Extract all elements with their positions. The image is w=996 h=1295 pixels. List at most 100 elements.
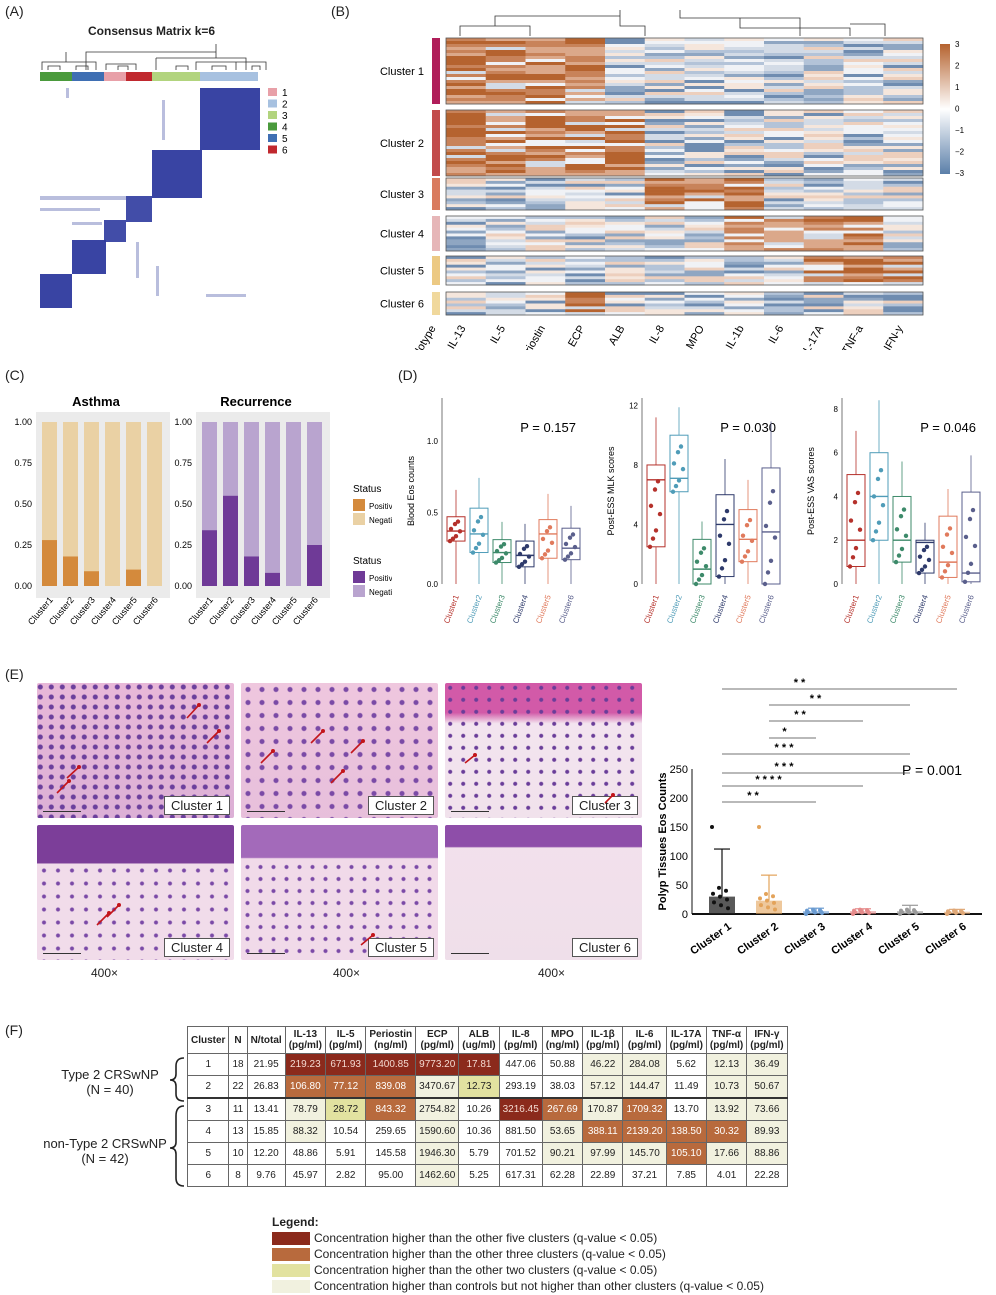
table-cell: 843.32 (365, 1097, 417, 1121)
heat-cell (446, 101, 487, 105)
heat-cell (764, 312, 805, 316)
p-value: P = 0.030 (720, 420, 776, 435)
heat-cell (525, 180, 566, 185)
heat-cell (605, 71, 646, 75)
heat-cell (446, 267, 487, 271)
heat-cell (803, 140, 844, 144)
heat-cell (764, 140, 805, 144)
heat-cell (764, 77, 805, 81)
box-2 (469, 477, 489, 584)
heat-cell (843, 80, 884, 84)
histology-image-cluster-6: Cluster 6 (445, 825, 642, 960)
heat-cell (684, 140, 725, 144)
scale-bar (451, 808, 489, 812)
heat-cell (485, 256, 526, 260)
heat-cell (644, 92, 685, 96)
data-point (470, 550, 476, 555)
heat-cell (485, 167, 526, 171)
heat-cell (684, 71, 725, 75)
heat-cell (843, 77, 884, 81)
column-label: IL-1b (724, 324, 747, 351)
legend-swatch-4 (268, 122, 277, 131)
heat-cell (644, 110, 685, 114)
heat-cell (605, 146, 646, 150)
heat-cell (803, 189, 844, 193)
heat-cell (446, 297, 487, 301)
data-point (703, 563, 709, 569)
table-cell: 38.03 (541, 1075, 584, 1099)
table-cell: 10.54 (325, 1120, 367, 1143)
heat-cell (605, 149, 646, 153)
heat-cell (684, 44, 725, 48)
heat-cell (605, 258, 646, 263)
heat-cell (446, 164, 487, 168)
heat-cell (764, 264, 805, 268)
heat-cell (764, 44, 805, 48)
sig-stars: * * (794, 709, 806, 721)
heat-cell (485, 242, 526, 246)
heat-cell (684, 134, 725, 138)
heat-cell (883, 297, 924, 301)
heat-cell (605, 256, 646, 260)
heat-cell (565, 158, 606, 162)
heat-cell (843, 161, 884, 165)
box-3 (892, 461, 912, 584)
heat-cell (724, 312, 765, 316)
data-point (499, 555, 505, 561)
heat-cell (724, 44, 765, 48)
data-point (725, 897, 729, 902)
heat-cell (565, 183, 606, 188)
heat-cell (446, 122, 487, 126)
heat-cell (446, 116, 487, 120)
heat-cell (605, 95, 646, 99)
status-bar-charts: AsthmaCluster1Cluster2Cluster3Cluster4Cl… (14, 394, 392, 627)
heat-cell (803, 62, 844, 66)
cluster-row-label: Cluster 4 (380, 229, 424, 241)
heat-cell (565, 98, 606, 102)
heat-cell (565, 216, 606, 220)
heat-cell (446, 74, 487, 78)
heat-cell (724, 261, 765, 265)
table-cell: 88.86 (746, 1142, 788, 1165)
heat-cell (605, 216, 646, 220)
group-braces (169, 1057, 185, 1187)
heat-cell (764, 207, 805, 211)
heat-cell (803, 80, 844, 84)
color-scale-bar (940, 44, 950, 174)
data-point (540, 536, 546, 542)
heat-cell (565, 239, 606, 243)
heat-cell (565, 74, 606, 78)
heat-cell (565, 77, 606, 81)
table-cell: 1946.30 (415, 1142, 460, 1165)
heat-cell (485, 47, 526, 51)
heat-cell (525, 239, 566, 243)
heat-cell (883, 189, 924, 193)
heat-cell (724, 92, 765, 96)
data-point (757, 825, 761, 829)
box-body (492, 539, 512, 564)
heat-cell (446, 155, 487, 159)
heat-cell (565, 189, 606, 193)
heat-cell (446, 50, 487, 54)
heat-cell (644, 137, 685, 141)
heat-cell (525, 152, 566, 156)
heat-cell (843, 207, 884, 211)
data-point (873, 529, 879, 534)
heat-cell (764, 273, 805, 277)
y-axis-label: Blood Eos counts (406, 455, 416, 526)
heat-cell (684, 258, 725, 263)
heat-cell (803, 258, 844, 263)
heat-cell (485, 178, 526, 182)
data-point (764, 891, 768, 896)
heat-cell (605, 276, 646, 280)
category-label: Cluster 1 (688, 921, 733, 958)
heat-cell (883, 134, 924, 138)
heat-cell (843, 306, 884, 310)
table-cell: 12.13 (705, 1053, 748, 1076)
heat-cell (446, 273, 487, 277)
heat-cell (764, 41, 805, 45)
heat-cell (843, 38, 884, 42)
category-label: Cluster4 (711, 593, 730, 625)
heat-cell (605, 192, 646, 196)
heat-cell (605, 207, 646, 211)
